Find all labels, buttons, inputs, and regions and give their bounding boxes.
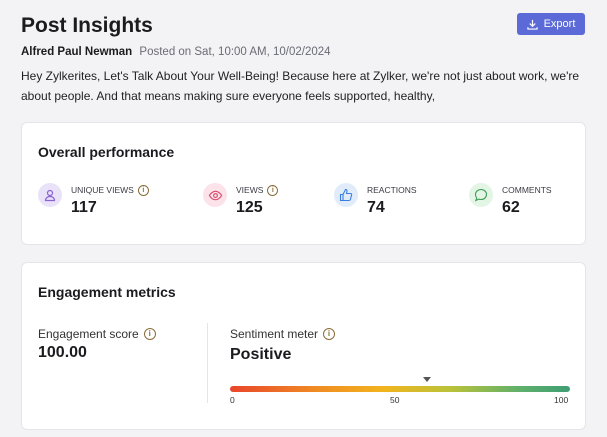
- user-icon: [38, 183, 62, 207]
- engagement-score-value: 100.00: [38, 344, 87, 361]
- stat-label: COMMENTS: [502, 185, 552, 195]
- meter-tick-100: 100: [554, 395, 569, 405]
- meter-tick-50: 50: [390, 395, 400, 405]
- comment-icon: [469, 183, 493, 207]
- overall-performance-card: Overall performance UNIQUE VIEWS i 117 VI…: [21, 122, 586, 245]
- engagement-title: Engagement metrics: [38, 284, 176, 300]
- stat-views: VIEWS i 125: [203, 183, 279, 217]
- eye-icon: [203, 183, 227, 207]
- export-button[interactable]: Export: [517, 13, 585, 35]
- meter-tick-0: 0: [230, 395, 235, 405]
- stat-unique-views: UNIQUE VIEWS i 117: [38, 183, 149, 217]
- stat-value: 62: [502, 199, 520, 216]
- engagement-score-text: Engagement score: [38, 327, 139, 341]
- stat-value: 125: [236, 199, 263, 216]
- stat-reactions: REACTIONS 74: [334, 183, 417, 217]
- engagement-score-label: Engagement score i: [38, 327, 156, 341]
- engagement-metrics-card: Engagement metrics Engagement score i 10…: [21, 262, 586, 430]
- post-text: Hey Zylkerites, Let's Talk About Your We…: [21, 69, 580, 103]
- info-icon[interactable]: i: [267, 184, 279, 196]
- stat-value: 74: [367, 199, 385, 216]
- export-label: Export: [543, 18, 576, 30]
- download-icon: [526, 19, 538, 30]
- info-icon[interactable]: i: [143, 328, 156, 340]
- thumbs-up-icon: [334, 183, 358, 207]
- sentiment-meter-label: Sentiment meter i: [230, 327, 336, 341]
- stat-label: UNIQUE VIEWS: [71, 185, 134, 195]
- sentiment-meter-text: Sentiment meter: [230, 327, 319, 341]
- sentiment-marker: [423, 377, 432, 382]
- sentiment-value: Positive: [230, 346, 292, 363]
- page-title: Post Insights: [21, 14, 153, 37]
- sentiment-meter-bar: [230, 386, 570, 392]
- divider: [207, 323, 208, 403]
- stat-value: 117: [71, 199, 97, 216]
- info-icon[interactable]: i: [323, 328, 336, 340]
- info-icon[interactable]: i: [137, 184, 149, 196]
- stat-label: VIEWS: [236, 185, 264, 195]
- posted-date: Posted on Sat, 10:00 AM, 10/02/2024: [139, 46, 331, 58]
- post-meta: Alfred Paul Newman Posted on Sat, 10:00 …: [21, 46, 331, 58]
- performance-title: Overall performance: [38, 144, 175, 160]
- author-name: Alfred Paul Newman: [21, 46, 133, 58]
- stat-comments: COMMENTS 62: [469, 183, 552, 217]
- stat-label: REACTIONS: [367, 185, 417, 195]
